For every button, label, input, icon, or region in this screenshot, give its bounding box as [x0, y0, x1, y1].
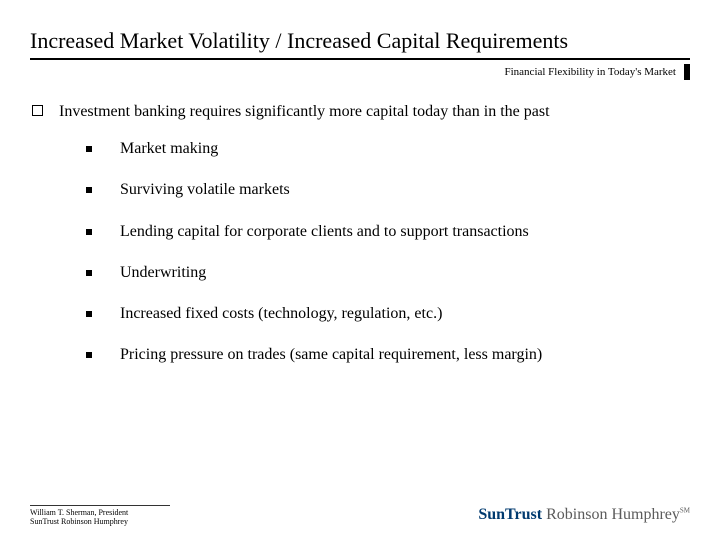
list-item-text: Pricing pressure on trades (same capital…	[120, 345, 542, 364]
square-bullet-icon	[86, 146, 92, 152]
list-item-text: Market making	[120, 139, 218, 158]
list-item-text: Lending capital for corporate clients an…	[120, 222, 529, 241]
main-bullet: Investment banking requires significantl…	[32, 102, 690, 121]
list-item-text: Surviving volatile markets	[120, 180, 290, 199]
list-item: Surviving volatile markets	[86, 180, 690, 199]
footer-divider	[30, 505, 170, 506]
list-item-text: Increased fixed costs (technology, regul…	[120, 304, 442, 323]
list-item: Lending capital for corporate clients an…	[86, 222, 690, 241]
main-bullet-text: Investment banking requires significantl…	[59, 102, 550, 121]
list-item: Increased fixed costs (technology, regul…	[86, 304, 690, 323]
brand-secondary: Robinson Humphrey	[542, 506, 680, 523]
title-underline	[30, 58, 690, 60]
list-item-text: Underwriting	[120, 263, 206, 282]
slide-title: Increased Market Volatility / Increased …	[30, 28, 690, 54]
square-bullet-icon	[86, 311, 92, 317]
slide-subtitle: Financial Flexibility in Today's Market	[505, 66, 677, 78]
square-bullet-icon	[86, 270, 92, 276]
brand-logo: SunTrust Robinson HumphreySM	[478, 506, 690, 524]
list-item: Market making	[86, 139, 690, 158]
brand-primary: SunTrust	[478, 506, 542, 523]
square-bullet-icon	[86, 187, 92, 193]
subtitle-row: Financial Flexibility in Today's Market	[30, 66, 690, 84]
hollow-square-bullet-icon	[32, 105, 43, 116]
slide: Increased Market Volatility / Increased …	[0, 0, 720, 540]
brand-servicemark: SM	[680, 507, 690, 515]
list-item: Underwriting	[86, 263, 690, 282]
subtitle-tick	[684, 64, 690, 80]
list-item: Pricing pressure on trades (same capital…	[86, 345, 690, 364]
content-area: Investment banking requires significantl…	[30, 102, 690, 364]
square-bullet-icon	[86, 229, 92, 235]
sub-bullet-list: Market making Surviving volatile markets…	[86, 139, 690, 364]
square-bullet-icon	[86, 352, 92, 358]
